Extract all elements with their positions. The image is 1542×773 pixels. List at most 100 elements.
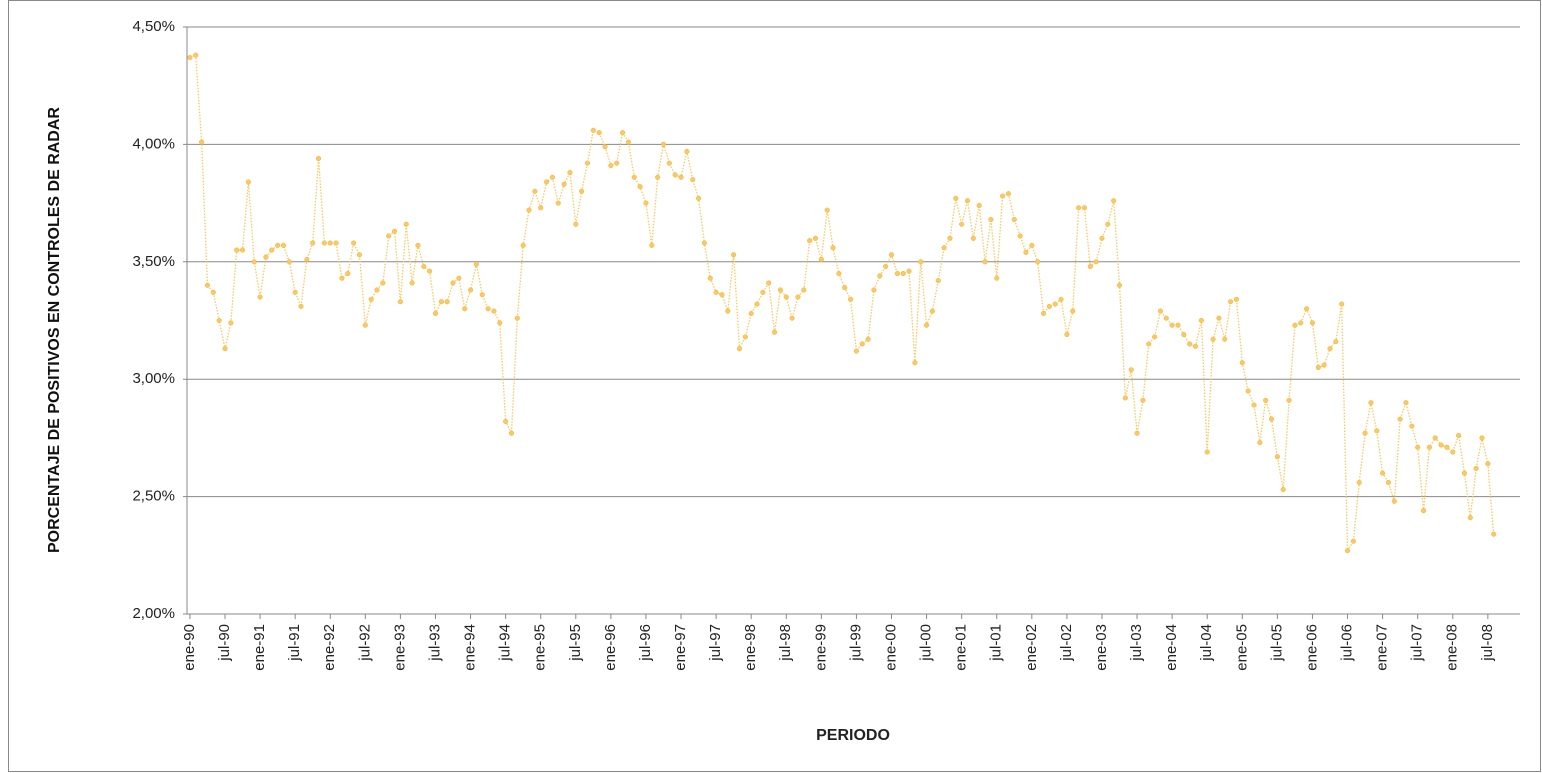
data-point bbox=[672, 172, 678, 178]
data-point bbox=[1309, 320, 1315, 326]
data-point bbox=[1280, 487, 1286, 493]
data-point bbox=[409, 280, 415, 286]
x-tick-label: jul-98 bbox=[777, 624, 794, 662]
y-tick-label: 4,50% bbox=[132, 18, 175, 35]
x-tick-label: ene-95 bbox=[532, 624, 549, 671]
data-point bbox=[427, 268, 433, 274]
data-point bbox=[812, 235, 819, 241]
data-point bbox=[614, 160, 620, 166]
data-point bbox=[789, 315, 795, 321]
x-tick-label: jul-92 bbox=[356, 624, 373, 662]
data-point bbox=[479, 292, 485, 298]
data-point bbox=[1245, 388, 1251, 394]
data-point bbox=[468, 287, 474, 293]
data-point bbox=[514, 315, 520, 321]
data-point bbox=[1169, 322, 1175, 328]
x-tick-label: jul-00 bbox=[918, 624, 935, 662]
data-point bbox=[1385, 479, 1392, 486]
data-point bbox=[1128, 367, 1134, 373]
data-point bbox=[199, 139, 205, 145]
data-point bbox=[310, 240, 316, 246]
data-point bbox=[1198, 317, 1204, 324]
y-axis-title: PORCENTAJE DE POSITIVOS EN CONTROLES DE … bbox=[46, 107, 63, 553]
data-point bbox=[1362, 430, 1368, 436]
data-point bbox=[918, 259, 924, 265]
data-point bbox=[392, 228, 398, 234]
data-point bbox=[450, 280, 456, 286]
data-point bbox=[912, 360, 918, 366]
data-point bbox=[415, 242, 421, 248]
data-point bbox=[491, 308, 497, 314]
data-point bbox=[1479, 435, 1485, 441]
y-tick-label: 2,50% bbox=[132, 488, 175, 505]
data-point bbox=[1239, 360, 1245, 366]
data-point bbox=[1274, 454, 1280, 460]
data-point bbox=[1175, 322, 1181, 328]
data-point bbox=[1035, 259, 1041, 265]
data-point bbox=[549, 174, 555, 180]
data-point bbox=[1064, 332, 1070, 338]
data-point bbox=[333, 240, 339, 246]
data-point bbox=[1040, 310, 1047, 317]
data-point bbox=[1163, 315, 1169, 321]
data-point bbox=[1403, 400, 1409, 406]
data-point bbox=[1052, 301, 1058, 307]
data-point bbox=[1315, 364, 1321, 371]
x-tick-label: jul-97 bbox=[707, 624, 724, 662]
data-point bbox=[251, 259, 257, 265]
data-point bbox=[725, 308, 731, 314]
data-point bbox=[953, 195, 959, 201]
data-point bbox=[538, 205, 544, 211]
x-tick-label: ene-99 bbox=[812, 624, 829, 671]
data-point bbox=[1415, 444, 1421, 450]
data-point bbox=[707, 275, 713, 281]
data-point bbox=[1257, 440, 1263, 446]
x-tick-label: ene-02 bbox=[1023, 624, 1040, 671]
data-point bbox=[1081, 205, 1087, 211]
data-point bbox=[959, 221, 965, 227]
data-point bbox=[421, 263, 427, 270]
data-point bbox=[374, 287, 380, 293]
data-point bbox=[497, 320, 503, 326]
data-point bbox=[1467, 515, 1473, 521]
data-point bbox=[929, 308, 935, 314]
data-point bbox=[1005, 191, 1011, 197]
x-tick-label: ene-94 bbox=[462, 624, 479, 671]
data-point bbox=[222, 346, 228, 352]
data-point bbox=[245, 179, 251, 185]
data-point bbox=[216, 317, 222, 324]
data-point bbox=[397, 299, 403, 305]
data-point bbox=[432, 310, 439, 317]
data-point bbox=[883, 263, 889, 270]
x-tick-label: jul-02 bbox=[1058, 624, 1075, 662]
data-point bbox=[766, 280, 772, 286]
x-tick-label: ene-96 bbox=[602, 624, 619, 671]
data-point bbox=[964, 198, 971, 204]
data-point bbox=[368, 296, 374, 302]
data-point bbox=[1093, 259, 1099, 265]
data-point bbox=[976, 202, 982, 208]
data-point bbox=[848, 296, 854, 302]
x-tick-label: ene-05 bbox=[1233, 624, 1250, 671]
data-point bbox=[1216, 315, 1222, 321]
data-point bbox=[871, 287, 877, 293]
data-point bbox=[520, 242, 526, 248]
data-point bbox=[602, 144, 608, 150]
data-point bbox=[772, 329, 778, 335]
data-point bbox=[567, 170, 573, 176]
data-point bbox=[801, 287, 807, 293]
data-point bbox=[947, 235, 953, 241]
y-tick-label: 3,00% bbox=[132, 370, 175, 387]
data-point bbox=[1046, 303, 1052, 309]
data-point bbox=[1344, 548, 1351, 554]
data-point bbox=[701, 240, 707, 246]
data-point bbox=[257, 294, 263, 300]
x-tick-label: jul-07 bbox=[1409, 624, 1426, 662]
data-point bbox=[1432, 435, 1438, 441]
x-tick-label: jul-90 bbox=[216, 624, 233, 662]
data-point bbox=[731, 252, 737, 258]
data-point bbox=[1017, 233, 1023, 239]
data-point bbox=[1116, 282, 1123, 288]
x-tick-label: ene-97 bbox=[672, 624, 689, 671]
